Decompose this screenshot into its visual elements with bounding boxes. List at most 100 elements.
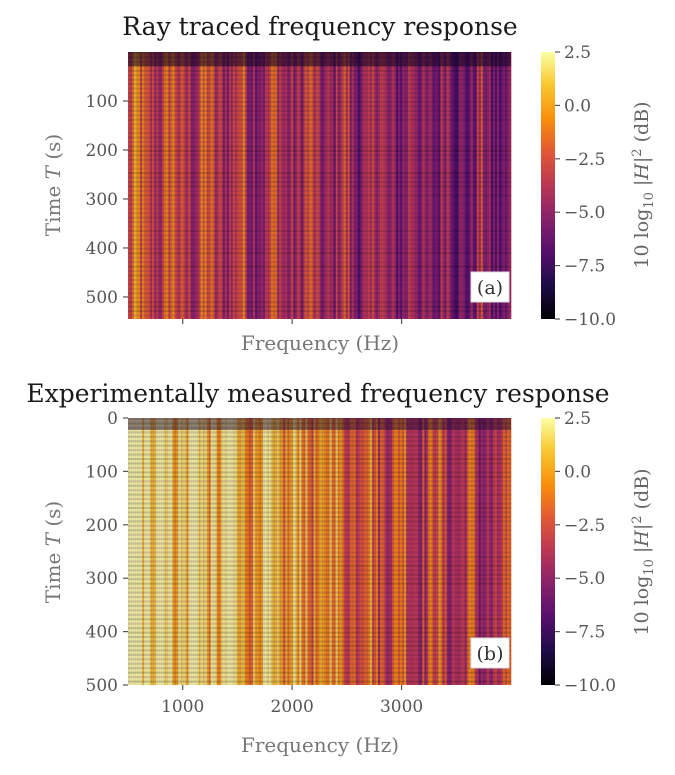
- panel-a-heatmap-column: [289, 52, 292, 319]
- panel-a-heatmap-column: [456, 52, 459, 319]
- panel-b-heatmap-column: [242, 418, 246, 685]
- panel-b-heatmap-column: [240, 418, 244, 685]
- panel-b-heatmap-column: [420, 418, 423, 685]
- panel-a-heatmap-column: [331, 52, 335, 319]
- panel-a-heatmap-column: [222, 52, 226, 319]
- panel-b-heatmap-column: [277, 418, 280, 685]
- panel-b-heatmap-column: [140, 418, 143, 685]
- panel-a-heatmap-column: [496, 52, 500, 319]
- panel-a-heatmap-column: [277, 52, 280, 319]
- panel-a-colorbar-ticks: 2.5 0.0 −2.5 −5.0 −7.5 −10.0: [555, 43, 616, 330]
- panel-a-heatmap-column: [226, 52, 230, 319]
- panel-b-heatmap-column: [367, 418, 371, 685]
- panel-b-heatmap-column: [432, 418, 435, 685]
- panel-b-heatmap-column: [210, 418, 214, 685]
- panel-b-heatmap-column: [202, 418, 205, 685]
- panel-b-heatmap-column: [263, 418, 266, 685]
- panel-a-heatmap-column: [285, 52, 288, 319]
- panel-b-heatmap-column: [176, 418, 179, 685]
- panel-a-heatmap-column: [418, 52, 421, 319]
- panel-b-heatmap-row: [128, 587, 511, 590]
- panel-b-heatmap-row: [128, 636, 511, 639]
- panel-a-title: Ray traced frequency response: [122, 12, 517, 41]
- panel-a-heatmap-column: [337, 52, 341, 319]
- panel-b-heatmap-column: [484, 418, 488, 685]
- panel-b-heatmap-column: [386, 418, 389, 685]
- panel-a-heatmap-column: [128, 52, 131, 319]
- panel-b-heatmap-column: [434, 418, 437, 685]
- panel-b-heatmap-column: [464, 418, 468, 685]
- panel-a-heatmap-column: [283, 52, 286, 319]
- panel-b-heatmap-column: [460, 418, 464, 685]
- panel-b-heatmap-column: [418, 418, 421, 685]
- panel-a-heatmap-column: [412, 52, 415, 319]
- panel-a-heatmap-column: [484, 52, 488, 319]
- panel-a-heatmap-column: [390, 52, 393, 319]
- panel-a-heatmap-row: [128, 185, 511, 188]
- panel-b-heatmap-column: [412, 418, 415, 685]
- panel-b-heatmap-column: [152, 418, 155, 685]
- panel-a-heatmap-column: [273, 52, 276, 319]
- panel-a-heatmap-column: [470, 52, 474, 319]
- panel-a-heatmap-column: [345, 52, 349, 319]
- panel-a-heatmap-column: [462, 52, 466, 319]
- panel-a-heatmap-column: [311, 52, 314, 319]
- panel-b-heatmap-row: [128, 440, 511, 443]
- panel-b-heatmap-column: [454, 418, 457, 685]
- panel-a-heatmap-column: [188, 52, 191, 319]
- panel-b-heatmap-column: [315, 418, 318, 685]
- panel-b-heatmap-column: [321, 418, 324, 685]
- panel-a-heatmap-column: [343, 52, 347, 319]
- panel-a-heatmap-column: [196, 52, 199, 319]
- panel-b-heatmap-column: [442, 418, 445, 685]
- panel-a-heatmap-column: [464, 52, 468, 319]
- panel-a-colorbar-tick-label: −2.5: [564, 150, 605, 170]
- panel-a-heatmap-column: [476, 52, 480, 319]
- panel-a-heatmap-column: [392, 52, 395, 319]
- panel-b-heatmap-column: [472, 418, 476, 685]
- panel-a-heatmap-column: [494, 52, 498, 319]
- panel-b-heatmap-column: [486, 418, 490, 685]
- panel-b-heatmap-column: [164, 418, 167, 685]
- panel-b-heatmap-column: [230, 418, 234, 685]
- panel-b-heatmap-column: [365, 418, 369, 685]
- panel-b-heatmap-column: [275, 418, 278, 685]
- panel-b-heatmap-column: [160, 418, 163, 685]
- panel-a-heatmap-row: [128, 145, 511, 148]
- panel-b-top-band: [128, 418, 511, 430]
- panel-a-heatmap-column: [254, 52, 258, 319]
- panel-a-heatmap-column: [502, 52, 506, 319]
- panel-b-heatmap-row: [128, 462, 511, 465]
- panel-a-heatmap-column: [303, 52, 306, 319]
- panel-b-heatmap-column: [283, 418, 286, 685]
- panel-b-heatmap-column: [287, 418, 290, 685]
- panel-b-heatmap-column: [379, 418, 383, 685]
- panel-b-heatmap-column: [299, 418, 302, 685]
- panel-a-heatmap-row: [128, 154, 511, 157]
- panel-b-heatmap-row: [128, 435, 511, 438]
- panel-b-heatmap-row: [128, 671, 511, 674]
- panel-a-y-label: Time T (s): [41, 134, 65, 236]
- panel-b-heatmap-column: [301, 418, 304, 685]
- panel-a-heatmap-row: [128, 181, 511, 184]
- panel-b-heatmap-column: [466, 418, 470, 685]
- panel-b-heatmap-row: [128, 422, 511, 425]
- panel-b-heatmap-rows: [128, 418, 511, 683]
- panel-b-heatmap-column: [190, 418, 193, 685]
- panel-b-heatmap-row: [128, 538, 511, 541]
- panel-a-heatmap-column: [508, 52, 512, 319]
- panel-a-heatmap-column: [325, 52, 328, 319]
- panel-b-heatmap-column: [458, 418, 462, 685]
- panel-a-heatmap-column: [319, 52, 322, 319]
- panel-b-heatmap-column: [142, 418, 145, 685]
- panel-b-heatmap-column: [144, 418, 147, 685]
- panel-b-heatmap-column: [446, 418, 449, 685]
- panel-a-label-bg: [470, 271, 510, 303]
- panel-b-heatmap-column: [422, 418, 425, 685]
- panel-b-heatmap-column: [317, 418, 320, 685]
- panel-b-heatmap-row: [128, 466, 511, 469]
- panel-b-heatmap-column: [130, 418, 133, 685]
- panel-b-heatmap-row: [128, 471, 511, 474]
- panel-b-heatmap-row: [128, 618, 511, 621]
- panel-a-heatmap-column: [357, 52, 361, 319]
